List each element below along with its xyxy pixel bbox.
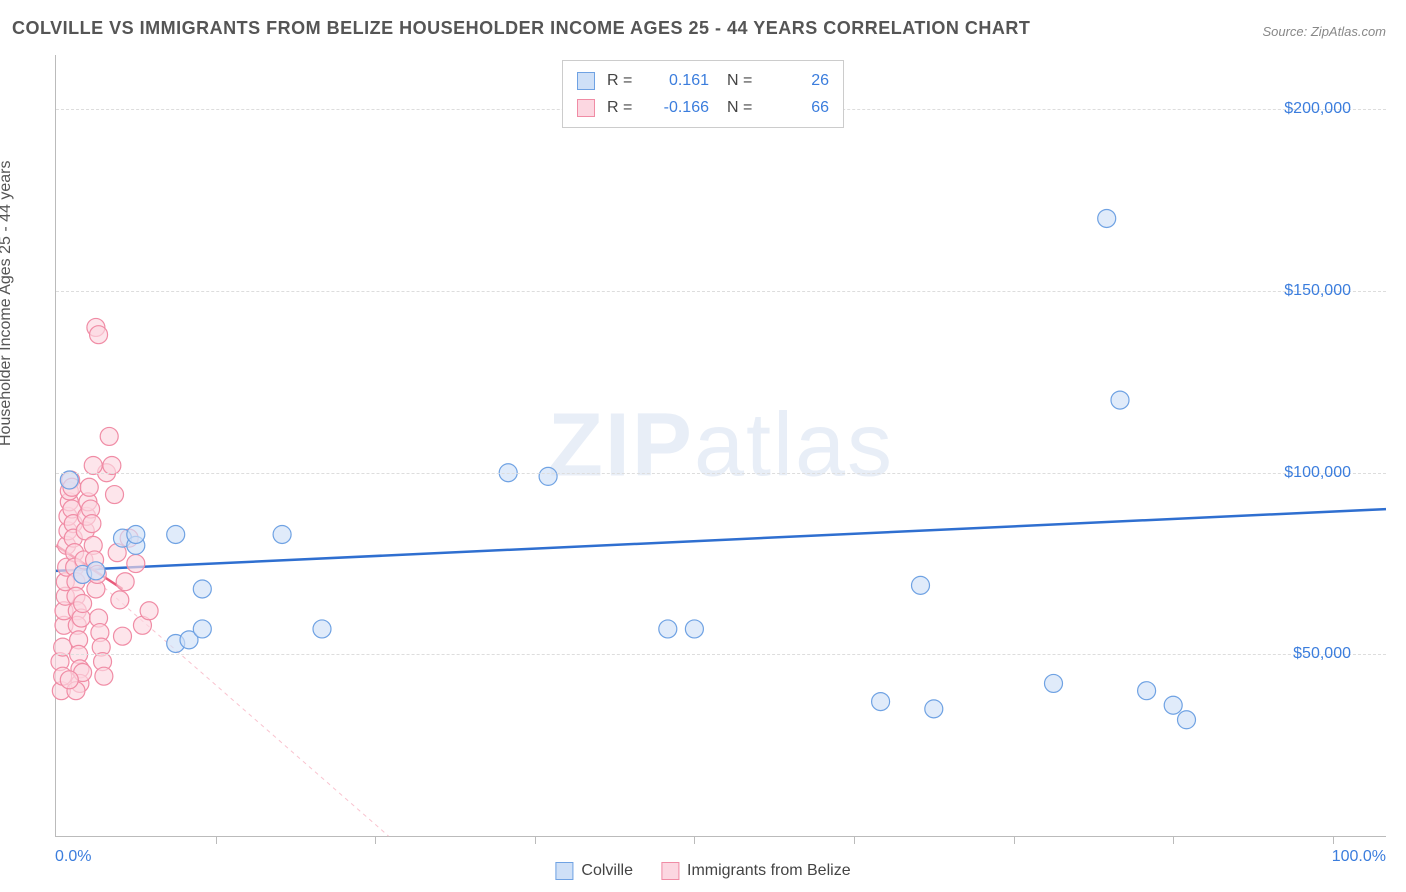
r-value: -0.166 — [649, 94, 709, 121]
legend-label: Colville — [581, 862, 633, 880]
x-tick-min: 0.0% — [55, 848, 91, 866]
y-axis-label: Householder Income Ages 25 - 44 years — [0, 161, 15, 447]
r-label: R = — [607, 94, 637, 121]
stats-row: R = 0.161 N = 26 — [577, 67, 829, 94]
legend-item: Colville — [555, 862, 633, 880]
y-tick-label: $200,000 — [1284, 100, 1351, 118]
bottom-legend: Colville Immigrants from Belize — [555, 862, 850, 880]
stats-row: R = -0.166 N = 66 — [577, 94, 829, 121]
n-value: 26 — [769, 67, 829, 94]
y-tick-label: $150,000 — [1284, 282, 1351, 300]
r-value: 0.161 — [649, 67, 709, 94]
legend-label: Immigrants from Belize — [687, 862, 851, 880]
chart-title: COLVILLE VS IMMIGRANTS FROM BELIZE HOUSE… — [12, 18, 1030, 39]
n-label: N = — [727, 67, 757, 94]
n-value: 66 — [769, 94, 829, 121]
plot-area: ZIPatlas — [55, 55, 1386, 837]
swatch-pink-icon — [661, 862, 679, 880]
y-tick-label: $50,000 — [1293, 645, 1351, 663]
swatch-blue-icon — [577, 72, 595, 90]
legend-item: Immigrants from Belize — [661, 862, 851, 880]
x-tick-max: 100.0% — [1332, 848, 1386, 866]
swatch-blue-icon — [555, 862, 573, 880]
r-label: R = — [607, 67, 637, 94]
stats-legend: R = 0.161 N = 26 R = -0.166 N = 66 — [562, 60, 844, 128]
chart-svg — [56, 55, 1386, 836]
swatch-pink-icon — [577, 99, 595, 117]
source-label: Source: ZipAtlas.com — [1262, 24, 1386, 39]
n-label: N = — [727, 94, 757, 121]
y-tick-label: $100,000 — [1284, 464, 1351, 482]
